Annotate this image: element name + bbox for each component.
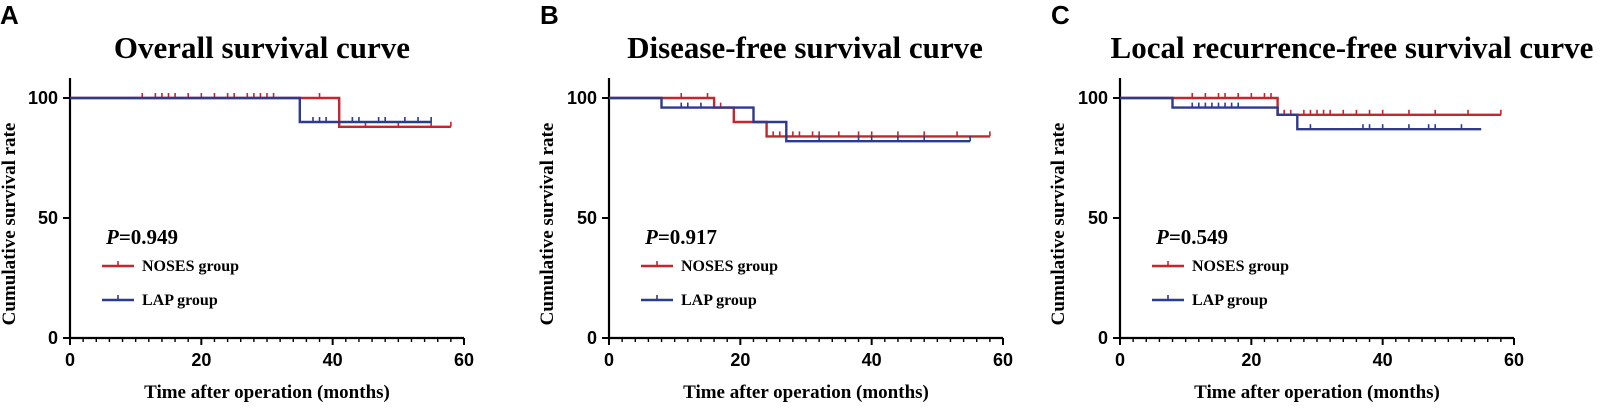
panel-b-p-number: =0.917: [658, 225, 717, 249]
panel-b-legend-lap-label: LAP group: [681, 292, 757, 309]
panel-c-x-tick-label: 40: [1373, 350, 1393, 370]
panel-c-x-label: Time after operation (months): [1194, 382, 1440, 403]
panel-c-y-tick-label: 50: [1088, 208, 1108, 228]
panel-a-x-tick-label: 60: [454, 350, 474, 370]
panel-a-title: Overall survival curve: [114, 30, 410, 65]
panel-c-title: Local recurrence-free survival curve: [1111, 30, 1594, 65]
panel-b-x-label: Time after operation (months): [683, 382, 929, 403]
panel-b-title: Disease-free survival curve: [627, 30, 983, 65]
panel-b-letter: B: [540, 0, 559, 30]
panel-a-x-tick-label: 40: [323, 350, 343, 370]
panel-a-legend-noses-label: NOSES group: [142, 258, 239, 275]
panel-a-x-tick-label: 0: [65, 350, 75, 370]
panel-b-x-tick-label: 60: [993, 350, 1013, 370]
panel-c-lap-curve: [1120, 96, 1482, 131]
panel-c-y-tick-label: 0: [1098, 328, 1108, 348]
panel-c-chart: C Local recurrence-free survival curve 0 20…: [1048, 0, 1593, 403]
panel-b-p-value: P=0.917: [644, 225, 717, 249]
panel-b-legend-noses-label: NOSES group: [681, 258, 778, 275]
panel-b-y-tick-label: 100: [567, 88, 597, 108]
panel-a-y-tick-label: 50: [38, 208, 58, 228]
panel-c-p-symbol: P: [1155, 225, 1169, 249]
panel-a-x-label: Time after operation (months): [144, 382, 390, 403]
panel-b-y-tick-label: 50: [577, 208, 597, 228]
panel-b-y-label: Cumulative survival rate: [537, 123, 558, 326]
panel-b-noses-curve: [609, 96, 990, 138]
panel-b-x-tick-label: 20: [730, 350, 750, 370]
panel-a-y-label: Cumulative survival rate: [0, 123, 20, 326]
panel-a-lap-curve: [70, 96, 432, 124]
panel-c-x-tick-label: 60: [1504, 350, 1524, 370]
panel-c-x-tick-label: 0: [1115, 350, 1125, 370]
panel-a-p-number: =0.949: [119, 225, 178, 249]
panel-b-y-tick-label: 0: [587, 328, 597, 348]
panel-a-legend-lap-label: LAP group: [142, 292, 218, 309]
panel-a-letter: A: [0, 0, 19, 30]
panel-b-x-tick-label: 0: [604, 350, 614, 370]
panel-c-letter: C: [1051, 0, 1070, 30]
panel-b-lap-curve: [609, 96, 971, 143]
panel-b-p-symbol: P: [644, 225, 658, 249]
panel-c-legend-noses-label: NOSES group: [1192, 258, 1289, 275]
panel-b-x-tick-label: 40: [862, 350, 882, 370]
panel-c-p-number: =0.549: [1169, 225, 1228, 249]
panel-a-x-tick-label: 20: [191, 350, 211, 370]
panel-c-legend-lap-label: LAP group: [1192, 292, 1268, 309]
panel-a-p-value: P=0.949: [105, 225, 178, 249]
panel-c-y-tick-label: 100: [1078, 88, 1108, 108]
panel-a-chart: A Overall survival curve 0 20 40 60 0 50 100 Time…: [0, 0, 474, 403]
panel-c-y-label: Cumulative survival rate: [1048, 123, 1069, 326]
panel-a-p-symbol: P: [105, 225, 119, 249]
panel-a-y-tick-label: 0: [48, 328, 58, 348]
panel-c-x-tick-label: 20: [1241, 350, 1261, 370]
panel-c-p-value: P=0.549: [1155, 225, 1228, 249]
panel-b-chart: B Disease-free survival curve 0 20 40 60 0 50 10…: [537, 0, 1013, 403]
panel-a-y-tick-label: 100: [28, 88, 58, 108]
